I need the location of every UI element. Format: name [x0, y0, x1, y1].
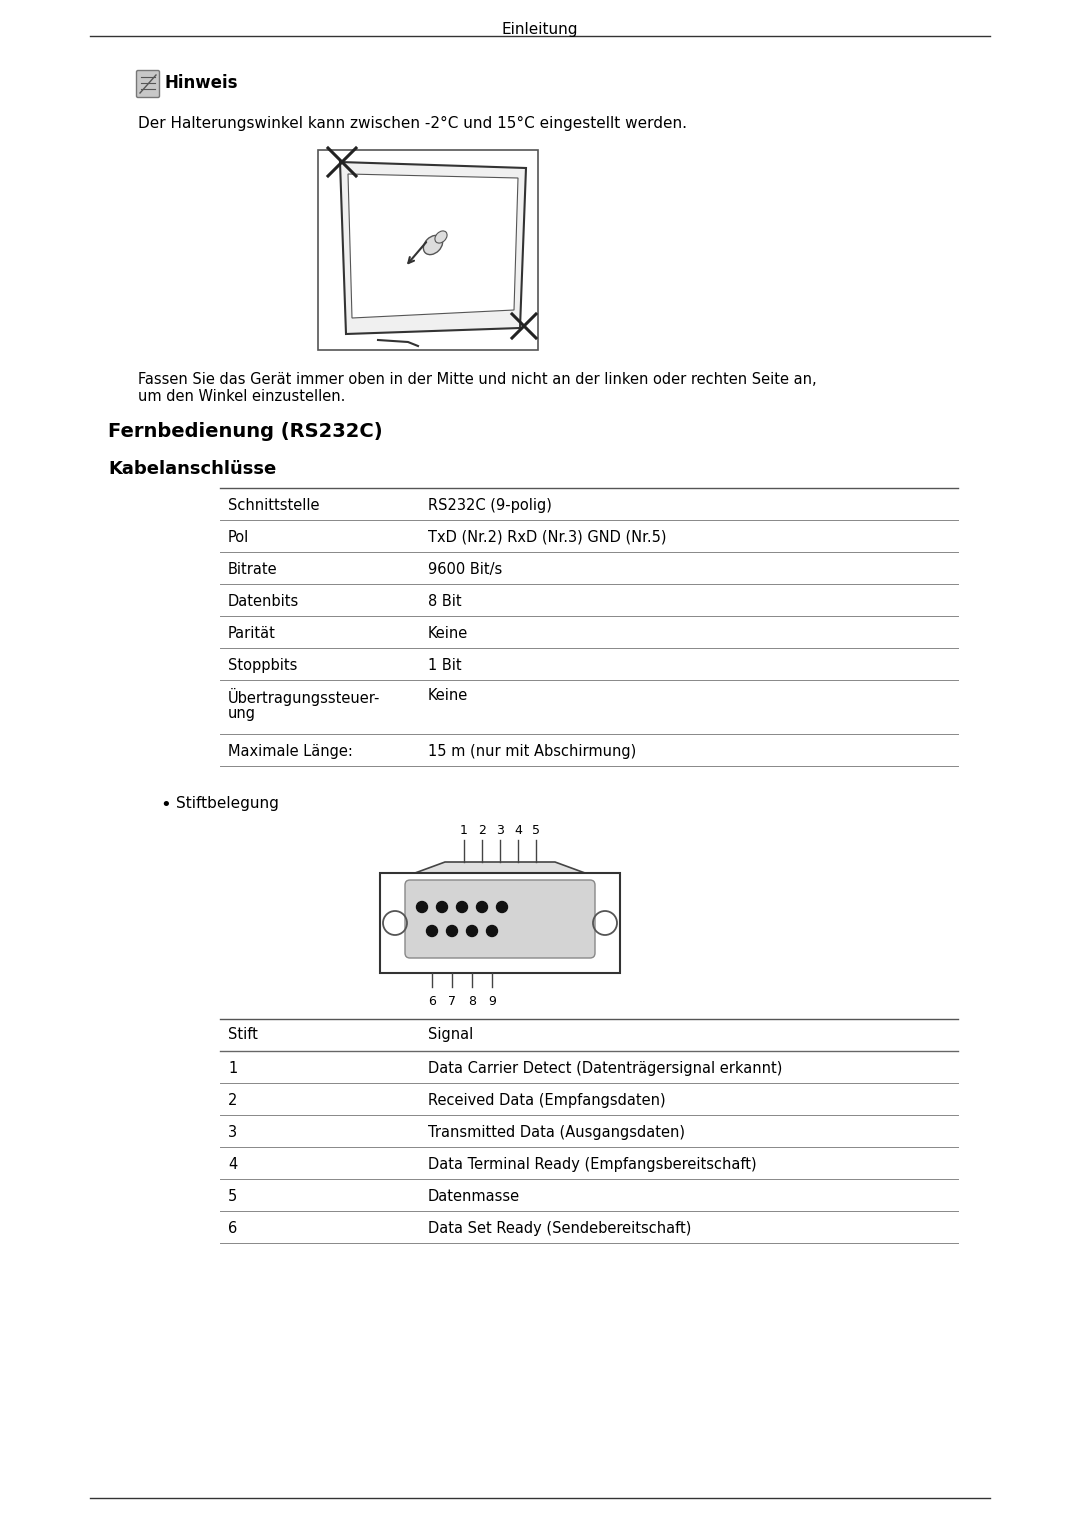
- Text: Keine: Keine: [428, 626, 469, 641]
- Text: Datenmasse: Datenmasse: [428, 1190, 521, 1203]
- Text: Übertragungssteuer-: Übertragungssteuer-: [228, 689, 380, 705]
- Text: Parität: Parität: [228, 626, 275, 641]
- Bar: [380, 873, 620, 973]
- Text: 3: 3: [228, 1125, 238, 1141]
- Text: RS232C (9-polig): RS232C (9-polig): [428, 498, 552, 513]
- Text: •: •: [160, 796, 171, 814]
- Circle shape: [476, 901, 487, 913]
- Text: Data Terminal Ready (Empfangsbereitschaft): Data Terminal Ready (Empfangsbereitschaf…: [428, 1157, 757, 1173]
- Text: Kabelanschlüsse: Kabelanschlüsse: [108, 460, 276, 478]
- Text: 6: 6: [228, 1222, 238, 1235]
- Text: 7: 7: [448, 996, 456, 1008]
- Text: Keine: Keine: [428, 689, 469, 702]
- Text: Stift: Stift: [228, 1028, 258, 1041]
- Circle shape: [446, 925, 458, 936]
- Text: Stiftbelegung: Stiftbelegung: [176, 796, 279, 811]
- Circle shape: [417, 901, 428, 913]
- Text: 8: 8: [468, 996, 476, 1008]
- Text: Maximale Länge:: Maximale Länge:: [228, 744, 353, 759]
- Text: 9600 Bit/s: 9600 Bit/s: [428, 562, 502, 577]
- Ellipse shape: [435, 231, 447, 243]
- Circle shape: [497, 901, 508, 913]
- Polygon shape: [415, 863, 585, 873]
- Polygon shape: [348, 174, 518, 318]
- Text: 9: 9: [488, 996, 496, 1008]
- Text: Hinweis: Hinweis: [164, 73, 238, 92]
- Text: 1: 1: [228, 1061, 238, 1077]
- Text: 4: 4: [514, 825, 522, 837]
- FancyBboxPatch shape: [136, 70, 160, 98]
- Text: 15 m (nur mit Abschirmung): 15 m (nur mit Abschirmung): [428, 744, 636, 759]
- Circle shape: [427, 925, 437, 936]
- Text: TxD (Nr.2) RxD (Nr.3) GND (Nr.5): TxD (Nr.2) RxD (Nr.3) GND (Nr.5): [428, 530, 666, 545]
- Text: Signal: Signal: [428, 1028, 473, 1041]
- Text: Stoppbits: Stoppbits: [228, 658, 297, 673]
- Text: 5: 5: [228, 1190, 238, 1203]
- Text: Bitrate: Bitrate: [228, 562, 278, 577]
- Polygon shape: [340, 162, 526, 334]
- Circle shape: [436, 901, 447, 913]
- Text: 2: 2: [478, 825, 486, 837]
- Text: 1 Bit: 1 Bit: [428, 658, 461, 673]
- Text: 1: 1: [460, 825, 468, 837]
- Text: 8 Bit: 8 Bit: [428, 594, 461, 609]
- Text: Transmitted Data (Ausgangsdaten): Transmitted Data (Ausgangsdaten): [428, 1125, 685, 1141]
- Text: ung: ung: [228, 705, 256, 721]
- Text: 4: 4: [228, 1157, 238, 1173]
- Text: Fernbedienung (RS232C): Fernbedienung (RS232C): [108, 421, 382, 441]
- Text: Data Set Ready (Sendebereitschaft): Data Set Ready (Sendebereitschaft): [428, 1222, 691, 1235]
- Circle shape: [467, 925, 477, 936]
- Text: Pol: Pol: [228, 530, 249, 545]
- Text: Datenbits: Datenbits: [228, 594, 299, 609]
- Circle shape: [486, 925, 498, 936]
- Text: 3: 3: [496, 825, 504, 837]
- Ellipse shape: [423, 235, 443, 255]
- Text: Einleitung: Einleitung: [502, 21, 578, 37]
- Text: Data Carrier Detect (Datenträgersignal erkannt): Data Carrier Detect (Datenträgersignal e…: [428, 1061, 782, 1077]
- Text: Received Data (Empfangsdaten): Received Data (Empfangsdaten): [428, 1093, 665, 1109]
- Text: 6: 6: [428, 996, 436, 1008]
- Circle shape: [457, 901, 468, 913]
- FancyBboxPatch shape: [405, 880, 595, 957]
- Text: Fassen Sie das Gerät immer oben in der Mitte und nicht an der linken oder rechte: Fassen Sie das Gerät immer oben in der M…: [138, 373, 816, 405]
- Text: Der Halterungswinkel kann zwischen -2°C und 15°C eingestellt werden.: Der Halterungswinkel kann zwischen -2°C …: [138, 116, 687, 131]
- Text: 2: 2: [228, 1093, 238, 1109]
- Bar: [318, 150, 538, 350]
- Text: Schnittstelle: Schnittstelle: [228, 498, 320, 513]
- Text: 5: 5: [532, 825, 540, 837]
